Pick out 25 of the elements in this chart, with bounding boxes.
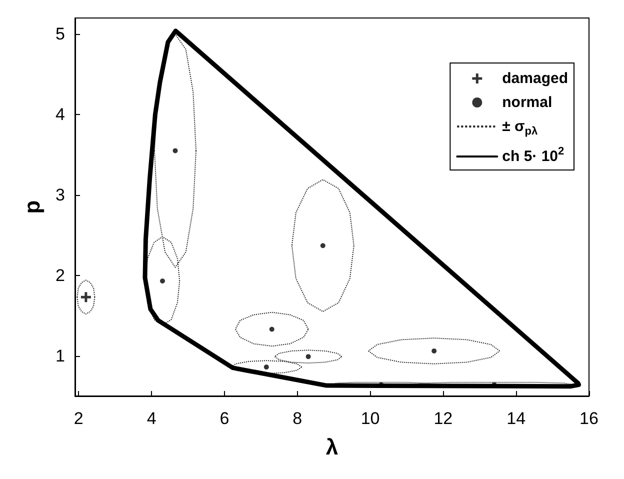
legend-label: normal	[502, 94, 552, 111]
point	[320, 243, 326, 248]
x-tick-label: 14	[506, 409, 526, 428]
point	[172, 148, 178, 154]
y-tick-label: 5	[56, 24, 65, 44]
point	[80, 290, 92, 304]
y-tick-label: 4	[56, 105, 65, 124]
x-tick-label: 8	[292, 409, 302, 428]
y-tick-label: 1	[56, 346, 65, 366]
point	[306, 354, 311, 360]
x-tick-label: 10	[360, 409, 380, 428]
point	[269, 326, 274, 332]
x-tick-label: 16	[580, 409, 598, 428]
x-tick-label: 4	[146, 409, 156, 428]
x-axis-title: λ	[326, 434, 338, 460]
y-tick-label: 3	[56, 185, 65, 204]
y-tick-label: 2	[56, 266, 65, 285]
x-tick-label: 2	[74, 409, 84, 428]
y-axis-title: p	[20, 200, 44, 214]
point	[432, 348, 437, 354]
legend-label: damaged	[502, 70, 568, 87]
x-tick-label: 12	[434, 409, 453, 428]
x-tick-label: 6	[220, 409, 230, 428]
point	[264, 364, 269, 370]
point	[160, 278, 165, 284]
